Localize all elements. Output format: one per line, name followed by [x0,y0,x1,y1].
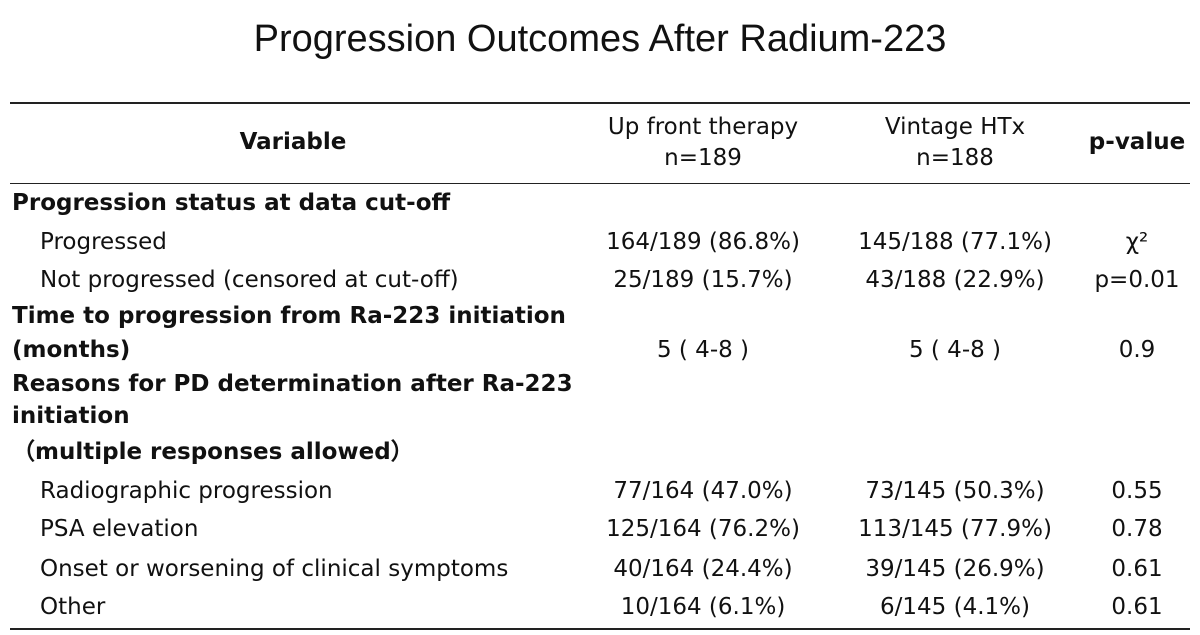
row-label: Progressed [40,229,167,255]
cell: 145/188 (77.1%) [858,229,1052,255]
row-label: Not progressed (censored at cut-off) [40,267,459,293]
header-pvalue: p-value [1088,129,1186,155]
cell: 10/164 (6.1%) [620,594,786,620]
section-label: （multiple responses allowed） [12,439,414,465]
row-label: PSA elevation [40,516,199,542]
row-label: Onset or worsening of clinical symptoms [40,556,509,582]
p-value: 0.55 [1111,478,1163,504]
p-value: 0.78 [1111,516,1163,542]
section-label: Progression status at data cut-off [12,190,451,216]
header-variable: Variable [239,129,347,155]
cell: 164/189 (86.8%) [606,229,800,255]
row-label: Other [40,594,106,620]
header-group: Vintage HTx [884,114,1026,140]
cell: 73/145 (50.3%) [865,478,1045,504]
p-value: p=0.01 [1094,267,1180,293]
cell: 43/188 (22.9%) [865,267,1045,293]
title: Progression Outcomes After Radium-223 [253,18,947,60]
cell: 6/145 (4.1%) [880,594,1030,620]
row-label: Radiographic progression [40,478,333,504]
header-n: n=189 [664,145,742,171]
bottom-rule [10,628,1190,630]
cell: 77/164 (47.0%) [613,478,793,504]
cell: 5 ( 4-8 ) [656,337,750,363]
p-value: 0.61 [1111,556,1163,582]
header-group: Up front therapy [607,114,799,140]
header-rule [10,183,1190,184]
cell: 25/189 (15.7%) [613,267,793,293]
p-value: 0.61 [1111,594,1163,620]
section-label: Time to progression from Ra-223 initiati… [12,303,566,329]
cell: 40/164 (24.4%) [613,556,793,582]
cell: 39/145 (26.9%) [865,556,1045,582]
cell: 113/145 (77.9%) [858,516,1052,542]
section-label: (months) [12,337,131,363]
top-rule [10,102,1190,104]
cell: 125/164 (76.2%) [606,516,800,542]
header-n: n=188 [916,145,994,171]
p-value: 0.9 [1118,337,1156,363]
section-label: initiation [12,403,130,429]
cell: 5 ( 4-8 ) [908,337,1002,363]
p-value: χ² [1125,229,1149,255]
section-label: Reasons for PD determination after Ra-22… [12,371,573,397]
